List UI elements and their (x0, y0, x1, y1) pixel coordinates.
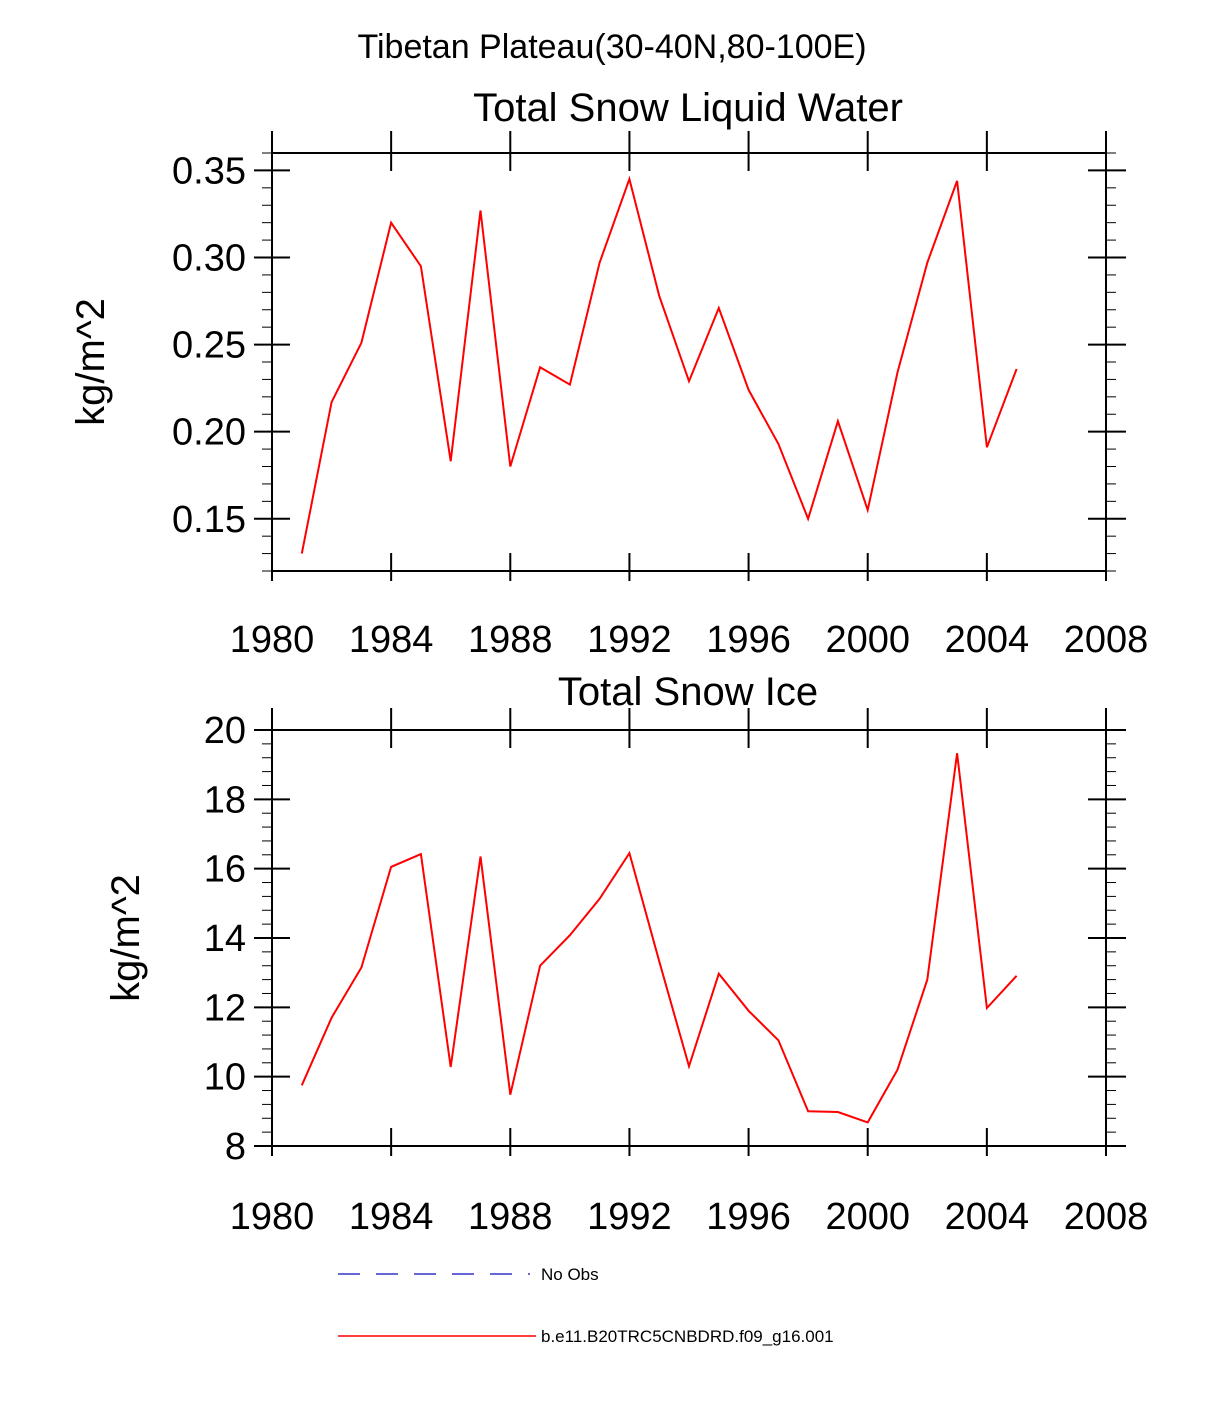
x-tick-label: 2004 (945, 1196, 1030, 1238)
x-tick-label: 2004 (945, 619, 1030, 661)
panel-snow-liquid-water: Total Snow Liquid Water kg/m^2 1980 1984 1… (69, 86, 1148, 661)
series-lines (300, 753, 1018, 1124)
x-tick-labels: 1980 1984 1988 1992 1996 2000 2004 2008 (230, 619, 1149, 661)
y-tick-label: 0.30 (172, 238, 246, 280)
y-tick-label: 0.15 (172, 499, 246, 541)
legend-label-model: b.e11.B20TRC5CNBDRD.f09_g16.001 (541, 1327, 834, 1346)
y-tick-label: 14 (204, 918, 246, 960)
x-tick-label: 2000 (825, 619, 910, 661)
panel-snow-ice: Total Snow Ice kg/m^2 1980 1984 1988 1992 19… (104, 670, 1148, 1238)
x-tick-label: 2000 (825, 1196, 910, 1238)
series-line (300, 175, 1018, 554)
y-tick-labels: 8 10 12 14 16 18 20 (204, 710, 246, 1168)
x-tick-label: 1984 (349, 619, 434, 661)
x-tick-label: 1988 (468, 619, 553, 661)
legend: No Obs b.e11.B20TRC5CNBDRD.f09_g16.001 (338, 1265, 834, 1346)
x-tick-label: 1980 (230, 1196, 315, 1238)
y-tick-label: 18 (204, 779, 246, 821)
x-tick-label: 1996 (706, 619, 791, 661)
x-tick-label: 1996 (706, 1196, 791, 1238)
y-tick-label: 8 (225, 1126, 246, 1168)
legend-label-no-obs: No Obs (541, 1265, 599, 1284)
y-tick-label: 0.20 (172, 412, 246, 454)
y-tick-label: 0.35 (172, 150, 246, 192)
axis-ticks (254, 708, 1126, 1156)
x-tick-label: 1992 (587, 619, 672, 661)
panel-title: Total Snow Ice (558, 670, 818, 714)
y-tick-labels: 0.15 0.20 0.25 0.30 0.35 (172, 150, 246, 540)
x-tick-label: 1980 (230, 619, 315, 661)
y-axis-label: kg/m^2 (69, 298, 113, 426)
plot-frame (271, 152, 1107, 572)
x-tick-label: 2008 (1064, 1196, 1149, 1238)
x-tick-label: 1988 (468, 1196, 553, 1238)
x-tick-label: 1992 (587, 1196, 672, 1238)
y-axis-label: kg/m^2 (104, 874, 148, 1002)
panel-title: Total Snow Liquid Water (473, 86, 903, 130)
y-tick-label: 0.25 (172, 325, 246, 367)
series-line (300, 753, 1018, 1124)
y-tick-label: 10 (204, 1057, 246, 1099)
y-tick-label: 12 (204, 987, 246, 1029)
x-tick-labels: 1980 1984 1988 1992 1996 2000 2004 2008 (230, 1196, 1149, 1238)
x-tick-label: 1984 (349, 1196, 434, 1238)
series-lines (300, 175, 1018, 554)
x-tick-label: 2008 (1064, 619, 1149, 661)
y-tick-label: 20 (204, 710, 246, 752)
plot-frame (271, 729, 1107, 1147)
figure-suptitle: Tibetan Plateau(30-40N,80-100E) (357, 28, 866, 66)
axis-ticks (254, 131, 1126, 581)
y-tick-label: 16 (204, 849, 246, 891)
